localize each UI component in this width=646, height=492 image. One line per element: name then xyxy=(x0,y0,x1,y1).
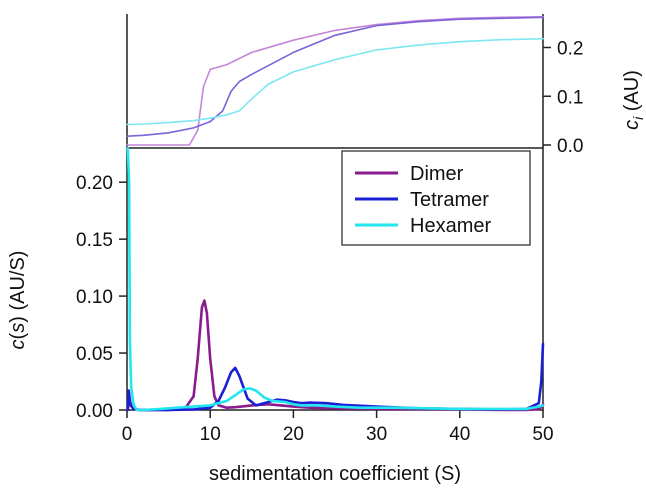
x-tick-label-40: 40 xyxy=(449,424,470,445)
top-y-axis-title: ci (AU) xyxy=(621,70,646,130)
series-line-dimer xyxy=(126,299,545,412)
x-tick-label-10: 10 xyxy=(200,424,221,445)
top-y-title-units: (AU) xyxy=(621,70,643,117)
main-panel: 0 10 20 30 40 50 0.00 0.05 0.10 0.15 0.20 c(s) (AU… xyxy=(7,146,554,485)
y-tick-label-main-2: 0.10 xyxy=(76,287,113,308)
legend-label-hexamer: Hexamer xyxy=(410,215,491,237)
x-tick-label-30: 30 xyxy=(366,424,387,445)
y-tick-label-top-0: 0.0 xyxy=(557,136,583,157)
y-tick-label-main-4: 0.20 xyxy=(76,173,113,194)
x-axis-title: sedimentation coefficient (S) xyxy=(209,463,461,485)
main-y-title-s: s xyxy=(7,323,29,333)
main-y-title-c: c xyxy=(7,339,29,349)
legend: Dimer Tetramer Hexamer xyxy=(341,150,531,246)
legend-label-dimer: Dimer xyxy=(410,163,464,185)
series-line-tetramer-cumulative xyxy=(126,16,544,137)
y-tick-label-main-1: 0.05 xyxy=(76,344,113,365)
main-y-title-units: ) (AU/S) xyxy=(7,251,29,323)
x-tick-label-50: 50 xyxy=(532,424,553,445)
y-tick-label-main-0: 0.00 xyxy=(76,401,113,422)
main-y-axis-title: c(s) (AU/S) xyxy=(7,251,29,350)
y-tick-label-top-1: 0.1 xyxy=(557,87,583,108)
main-y-title-open: ( xyxy=(7,332,29,339)
y-tick-label-main-3: 0.15 xyxy=(76,230,113,251)
x-tick-label-20: 20 xyxy=(283,424,304,445)
main-plot-frame xyxy=(126,147,544,411)
y-tick-label-top-2: 0.2 xyxy=(557,39,583,60)
top-panel: 0.0 0.1 0.2 ci (AU) xyxy=(126,14,646,157)
top-y-title-subscript: i xyxy=(630,116,646,120)
series-line-hexamer-cumulative xyxy=(126,37,544,126)
series-line-hexamer xyxy=(126,146,545,412)
series-line-dimer-cumulative xyxy=(126,15,544,146)
top-y-title-symbol: c xyxy=(621,120,643,130)
x-tick-label-0: 0 xyxy=(122,424,133,445)
legend-label-tetramer: Tetramer xyxy=(410,189,489,211)
